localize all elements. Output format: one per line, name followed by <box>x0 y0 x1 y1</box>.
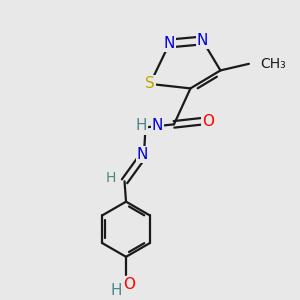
Text: N: N <box>164 36 175 51</box>
Text: O: O <box>202 114 214 129</box>
Text: N: N <box>137 147 148 162</box>
Text: S: S <box>145 76 155 92</box>
Text: N: N <box>197 33 208 48</box>
Text: H: H <box>111 283 122 298</box>
Text: CH₃: CH₃ <box>260 57 286 71</box>
Text: H: H <box>135 118 147 134</box>
Text: H: H <box>105 171 116 185</box>
Text: N: N <box>152 118 163 134</box>
Text: O: O <box>124 277 136 292</box>
